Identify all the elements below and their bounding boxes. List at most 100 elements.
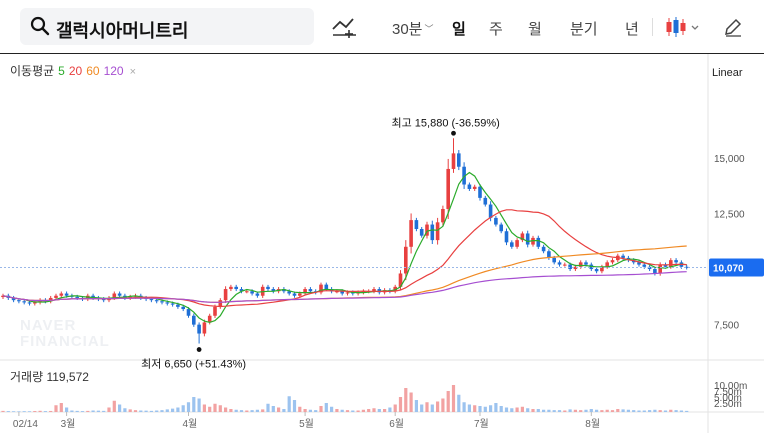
volume-bar[interactable] xyxy=(478,406,482,412)
candle[interactable] xyxy=(340,291,344,294)
volume-bar[interactable] xyxy=(451,385,456,412)
volume-bar[interactable] xyxy=(340,409,344,412)
candle[interactable] xyxy=(441,208,445,223)
volume-bar[interactable] xyxy=(192,397,196,412)
candle[interactable] xyxy=(33,302,37,304)
volume-bar[interactable] xyxy=(674,410,678,412)
volume-bar[interactable] xyxy=(75,410,79,412)
volume-bar[interactable] xyxy=(12,411,16,412)
candle[interactable] xyxy=(292,293,297,296)
candle[interactable] xyxy=(213,306,217,316)
ma-legend-close-icon[interactable]: × xyxy=(129,66,137,78)
volume-bar[interactable] xyxy=(473,405,477,412)
candle[interactable] xyxy=(525,233,530,245)
candle[interactable] xyxy=(335,291,339,293)
volume-bar[interactable] xyxy=(361,409,365,412)
volume-bar[interactable] xyxy=(377,409,381,412)
volume-bar[interactable] xyxy=(515,407,519,413)
volume-bar[interactable] xyxy=(91,410,95,413)
volume-bar[interactable] xyxy=(298,406,302,412)
candle[interactable] xyxy=(361,291,366,293)
candle[interactable] xyxy=(372,289,376,292)
candle[interactable] xyxy=(287,291,291,294)
candle[interactable] xyxy=(510,242,514,247)
tab-year[interactable]: 년 xyxy=(625,21,639,38)
volume-bar[interactable] xyxy=(186,402,191,412)
candle[interactable] xyxy=(584,262,588,265)
volume-bar[interactable] xyxy=(489,405,493,412)
candle[interactable] xyxy=(578,262,583,267)
candle[interactable] xyxy=(38,300,42,303)
candle[interactable] xyxy=(91,295,95,298)
volume-bar[interactable] xyxy=(33,411,37,412)
volume-bar[interactable] xyxy=(271,406,275,412)
candle[interactable] xyxy=(504,231,509,243)
volume-bar[interactable] xyxy=(467,404,471,413)
candle[interactable] xyxy=(181,306,185,310)
volume-bar[interactable] xyxy=(292,400,297,412)
volume-bar[interactable] xyxy=(669,409,673,412)
volume-bar[interactable] xyxy=(345,410,350,412)
volume-bar[interactable] xyxy=(383,409,387,412)
volume-bar[interactable] xyxy=(239,410,244,412)
scale-mode-button[interactable]: Linear xyxy=(712,67,743,79)
tab-week[interactable]: 주 xyxy=(489,21,503,38)
candle[interactable] xyxy=(610,260,615,263)
volume-bar[interactable] xyxy=(642,410,646,413)
volume-bar[interactable] xyxy=(197,398,201,413)
volume-bar[interactable] xyxy=(250,410,254,412)
candle[interactable] xyxy=(117,293,122,296)
volume-bar[interactable] xyxy=(308,409,312,412)
volume-bar[interactable] xyxy=(658,410,662,412)
volume-bar[interactable] xyxy=(425,402,429,412)
candle[interactable] xyxy=(404,246,408,274)
volume-bar[interactable] xyxy=(1,410,5,412)
volume-bar[interactable] xyxy=(330,406,334,412)
candle[interactable] xyxy=(478,186,482,198)
candle[interactable] xyxy=(345,292,350,294)
volume-bar[interactable] xyxy=(144,410,148,412)
volume-bar[interactable] xyxy=(218,405,222,412)
candle[interactable] xyxy=(154,300,159,302)
volume-bar[interactable] xyxy=(499,406,503,412)
volume-bar[interactable] xyxy=(112,400,116,412)
volume-bar[interactable] xyxy=(123,408,127,412)
candle[interactable] xyxy=(218,300,223,307)
volume-bar[interactable] xyxy=(420,404,424,413)
volume-bar[interactable] xyxy=(616,409,620,412)
volume-bar[interactable] xyxy=(510,408,514,412)
candle[interactable] xyxy=(642,264,647,267)
candle[interactable] xyxy=(186,309,191,316)
interval-30min-select[interactable]: 30분 ﹀ xyxy=(392,18,434,39)
candle[interactable] xyxy=(239,289,244,292)
volume-bar[interactable] xyxy=(621,409,625,412)
volume-bar[interactable] xyxy=(568,409,572,412)
candle[interactable] xyxy=(552,257,556,263)
volume-bar[interactable] xyxy=(504,407,509,413)
stock-name[interactable]: 갤럭시아머니트리 xyxy=(56,21,189,41)
volume-bar[interactable] xyxy=(653,409,657,412)
volume-bar[interactable] xyxy=(632,410,636,412)
volume-bar[interactable] xyxy=(102,410,106,412)
volume-bar[interactable] xyxy=(557,410,562,412)
volume-bar[interactable] xyxy=(314,410,318,412)
volume-bar[interactable] xyxy=(648,410,652,412)
volume-bar[interactable] xyxy=(547,409,551,412)
volume-bar[interactable] xyxy=(536,409,540,412)
volume-bar[interactable] xyxy=(520,406,524,412)
candle[interactable] xyxy=(684,266,689,268)
volume-bar[interactable] xyxy=(335,409,339,412)
volume-bar[interactable] xyxy=(595,409,599,412)
volume-bar[interactable] xyxy=(202,404,206,413)
volume-bar[interactable] xyxy=(43,411,47,412)
candle[interactable] xyxy=(663,264,668,267)
candle[interactable] xyxy=(250,291,254,294)
candle[interactable] xyxy=(245,291,249,293)
candle[interactable] xyxy=(568,264,572,270)
candle[interactable] xyxy=(75,296,79,298)
volume-bar[interactable] xyxy=(22,411,26,412)
volume-bar[interactable] xyxy=(70,410,74,413)
candle[interactable] xyxy=(48,297,53,302)
volume-bar[interactable] xyxy=(171,408,175,412)
volume-bar[interactable] xyxy=(494,403,498,412)
